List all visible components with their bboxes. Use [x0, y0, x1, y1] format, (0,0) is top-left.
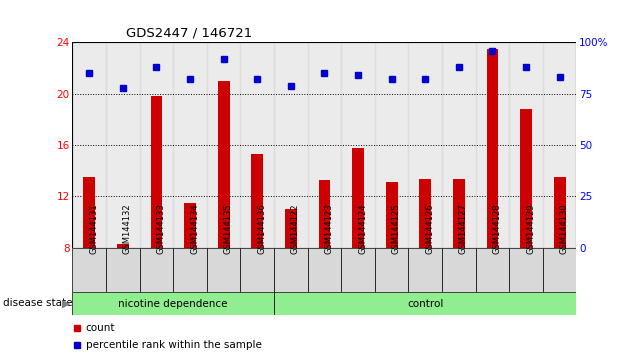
Text: GSM144125: GSM144125	[392, 204, 401, 255]
Bar	[207, 42, 241, 248]
Text: GDS2447 / 146721: GDS2447 / 146721	[126, 27, 252, 40]
Text: GSM144134: GSM144134	[190, 204, 199, 255]
Bar	[251, 154, 263, 248]
Text: GSM144132: GSM144132	[123, 204, 132, 255]
Text: nicotine dependence: nicotine dependence	[118, 298, 228, 309]
Bar	[218, 81, 229, 248]
Bar	[173, 248, 207, 292]
Bar	[319, 180, 330, 248]
Bar	[509, 248, 543, 292]
Bar	[543, 248, 576, 292]
Bar	[476, 248, 509, 292]
Bar	[241, 42, 274, 248]
Text: GSM144124: GSM144124	[358, 204, 367, 255]
Bar	[72, 292, 274, 315]
Bar	[72, 248, 106, 292]
Text: percentile rank within the sample: percentile rank within the sample	[86, 340, 261, 350]
Bar	[476, 42, 509, 248]
Text: GSM144135: GSM144135	[224, 204, 232, 255]
Bar	[241, 248, 274, 292]
Text: GSM144126: GSM144126	[425, 204, 434, 255]
Text: GSM144128: GSM144128	[493, 204, 501, 255]
Bar	[352, 148, 364, 248]
Bar	[106, 42, 140, 248]
Text: GSM144127: GSM144127	[459, 204, 468, 255]
Bar	[386, 182, 398, 248]
Text: GSM144133: GSM144133	[156, 204, 166, 255]
Bar	[274, 248, 307, 292]
Text: count: count	[86, 322, 115, 332]
Bar	[307, 248, 341, 292]
Bar	[408, 42, 442, 248]
Bar	[274, 292, 576, 315]
Text: control: control	[407, 298, 444, 309]
Bar	[341, 248, 375, 292]
Text: GSM144131: GSM144131	[89, 204, 98, 255]
Text: GSM144130: GSM144130	[559, 204, 569, 255]
Bar	[420, 178, 431, 248]
Text: ▶: ▶	[62, 298, 70, 308]
Text: GSM144122: GSM144122	[291, 204, 300, 255]
Text: GSM144136: GSM144136	[257, 204, 266, 255]
Bar	[442, 42, 476, 248]
Bar	[274, 42, 307, 248]
Text: disease state: disease state	[3, 298, 72, 308]
Bar	[520, 109, 532, 248]
Bar	[83, 177, 95, 248]
Bar	[184, 203, 196, 248]
Bar	[72, 42, 106, 248]
Bar	[117, 244, 129, 248]
Bar	[140, 248, 173, 292]
Bar	[140, 42, 173, 248]
Bar	[307, 42, 341, 248]
Bar	[173, 42, 207, 248]
Bar	[554, 177, 566, 248]
Bar	[453, 178, 465, 248]
Bar	[207, 248, 241, 292]
Bar	[442, 248, 476, 292]
Text: GSM144129: GSM144129	[526, 204, 535, 255]
Bar	[375, 248, 408, 292]
Bar	[341, 42, 375, 248]
Bar	[543, 42, 576, 248]
Bar	[106, 248, 140, 292]
Bar	[509, 42, 543, 248]
Bar	[285, 209, 297, 248]
Bar	[151, 96, 163, 248]
Bar	[375, 42, 408, 248]
Bar	[408, 248, 442, 292]
Text: GSM144123: GSM144123	[324, 204, 333, 255]
Bar	[486, 49, 498, 248]
